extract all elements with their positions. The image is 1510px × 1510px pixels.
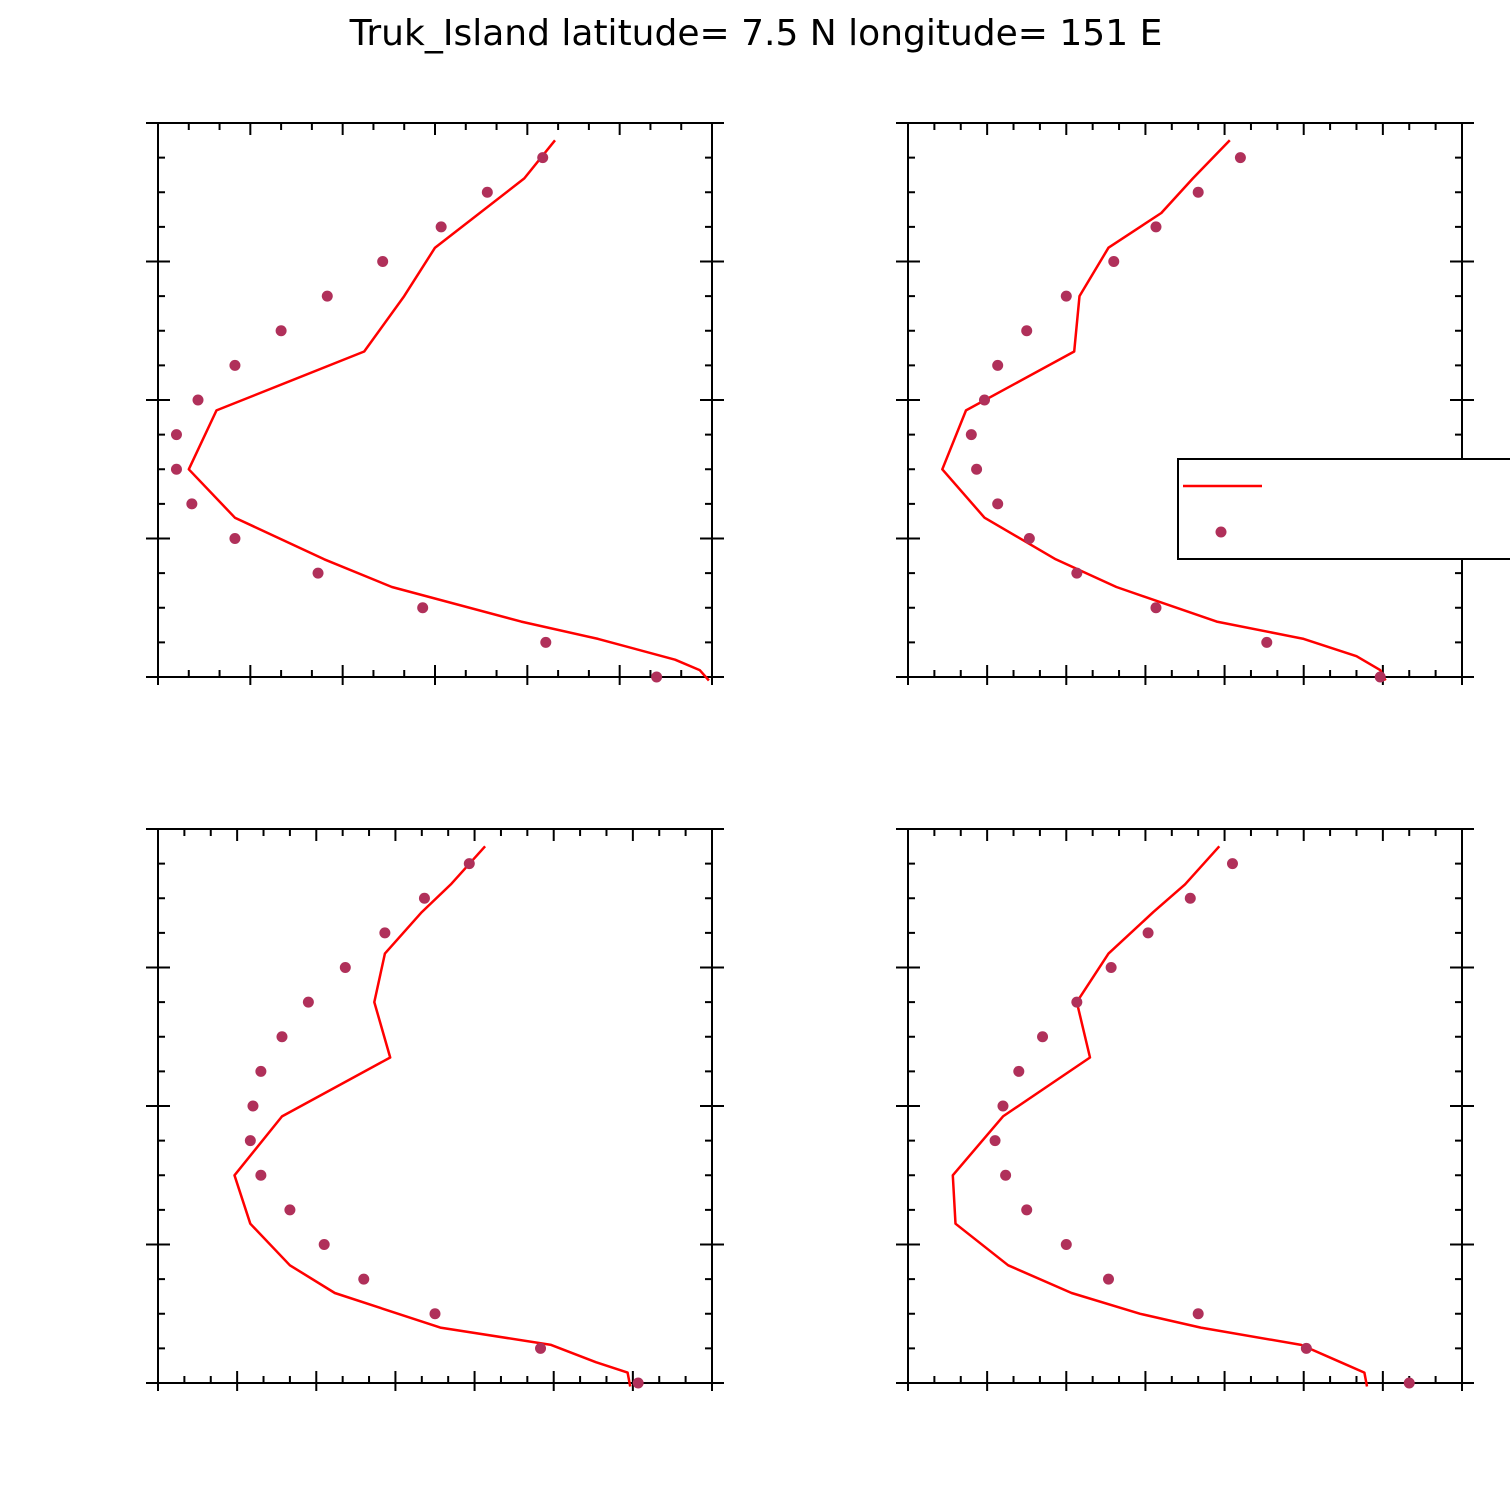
plot-frame	[907, 828, 1463, 1384]
raobs-point	[312, 567, 324, 579]
raobs-point	[1192, 186, 1204, 198]
raobs-point	[1261, 636, 1273, 648]
raobs-point	[192, 394, 204, 406]
legend-frame	[1177, 458, 1510, 560]
raobs-point	[1060, 1239, 1072, 1250]
raobs-point	[417, 602, 429, 614]
raobs-point	[377, 256, 389, 267]
raobs-point	[481, 186, 493, 198]
plot-frame	[907, 122, 1463, 678]
raobs-point	[1300, 1342, 1312, 1354]
raobs-point	[1150, 602, 1162, 614]
raobs-point	[379, 927, 391, 939]
raobs-point	[284, 1204, 296, 1216]
legend-marker-swatch	[1215, 526, 1227, 538]
raobs-point	[1071, 567, 1083, 579]
raobs-point	[1403, 1377, 1415, 1389]
panel-jul	[146, 828, 724, 1391]
raobs-point	[1234, 152, 1246, 164]
model-profile-line	[187, 139, 710, 682]
raobs-point	[318, 1239, 330, 1250]
raobs-point	[1150, 221, 1162, 233]
raobs-point	[1374, 671, 1386, 683]
raobs-point	[247, 1100, 259, 1112]
raobs-point	[1108, 256, 1120, 267]
raobs-point	[1021, 1204, 1033, 1216]
raobs-point	[989, 1135, 1001, 1147]
raobs-point	[979, 394, 991, 406]
raobs-point	[463, 858, 475, 870]
raobs-point	[358, 1273, 370, 1285]
raobs-point	[429, 1308, 441, 1320]
raobs-point	[992, 359, 1004, 371]
raobs-point	[435, 221, 447, 233]
raobs-point	[992, 498, 1004, 510]
legend	[1177, 458, 1510, 560]
raobs-point	[540, 636, 552, 648]
plot-frame	[157, 828, 713, 1384]
raobs-point	[321, 290, 333, 302]
raobs-point	[170, 429, 182, 441]
raobs-point	[418, 892, 430, 904]
raobs-point	[1023, 533, 1035, 544]
raobs-point	[1071, 996, 1083, 1008]
panel-oct	[896, 828, 1474, 1391]
chart-panels	[146, 122, 1474, 1391]
raobs-point	[1226, 858, 1238, 870]
raobs-point	[1184, 892, 1196, 904]
raobs-point	[302, 996, 314, 1008]
raobs-point	[244, 1135, 256, 1147]
model-profile-line	[233, 845, 632, 1387]
page-title: Truk_Island latitude= 7.5 N longitude= 1…	[349, 13, 1163, 54]
raobs-point	[1037, 1031, 1049, 1043]
raobs-point	[1105, 962, 1117, 973]
raobs-point	[971, 463, 983, 475]
raobs-point	[1102, 1273, 1114, 1285]
raobs-point	[339, 962, 351, 973]
raobs-point	[997, 1100, 1009, 1112]
raobs-point	[1021, 325, 1033, 337]
raobs-point	[229, 533, 241, 544]
raobs-point	[186, 498, 198, 510]
panel-apr	[896, 122, 1474, 685]
raobs-point	[275, 325, 287, 337]
raobs-point	[651, 671, 663, 683]
raobs-point	[965, 429, 977, 441]
raobs-point	[1060, 290, 1072, 302]
raobs-point	[1142, 927, 1154, 939]
raobs-point	[537, 152, 549, 164]
raobs-point	[632, 1377, 644, 1389]
raobs-point	[535, 1342, 547, 1354]
model-profile-line	[951, 845, 1369, 1387]
raobs-point	[1013, 1065, 1025, 1077]
raobs-point	[1192, 1308, 1204, 1320]
model-profile-line	[941, 139, 1387, 682]
panel-jan	[146, 122, 724, 685]
raobs-point	[1000, 1169, 1012, 1181]
raobs-point	[229, 359, 241, 371]
raobs-point	[255, 1169, 267, 1181]
raobs-point	[276, 1031, 288, 1043]
raobs-point	[255, 1065, 267, 1077]
raobs-point	[170, 463, 182, 475]
